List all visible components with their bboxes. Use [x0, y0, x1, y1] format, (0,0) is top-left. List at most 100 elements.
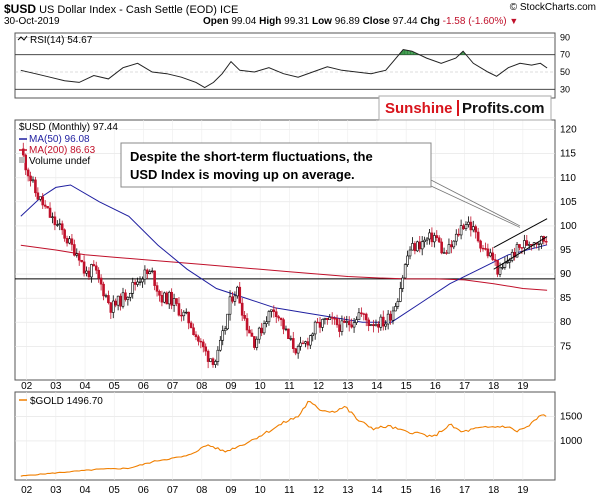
gold-x-tick-label: 13 — [342, 485, 354, 496]
candle-body — [484, 248, 487, 250]
candle-body — [345, 321, 349, 323]
candle-body — [143, 269, 147, 280]
candle-body — [501, 267, 504, 269]
candle-body — [270, 309, 273, 312]
candle-body — [53, 216, 57, 226]
rsi-legend-icon — [17, 35, 28, 41]
candle-body — [214, 361, 217, 365]
price-x-tick-label: 10 — [255, 381, 267, 392]
candle-body — [31, 179, 35, 182]
brand-logo: Sunshine Profits.com — [378, 95, 552, 121]
candle-body — [369, 324, 373, 327]
open-label: Open — [203, 16, 229, 27]
candle-body — [289, 338, 293, 340]
price-x-tick-label: 16 — [430, 381, 442, 392]
candle-body — [537, 243, 541, 245]
ma200-legend-label: MA(200) 86.63 — [29, 145, 96, 156]
chg-label: Chg — [420, 16, 440, 27]
candle-body — [170, 291, 173, 306]
candle-body — [503, 262, 507, 268]
candle-body — [238, 286, 242, 304]
low-label: Low — [311, 16, 332, 27]
candle-body — [38, 196, 42, 200]
candle-body — [435, 235, 439, 239]
candle-body — [357, 312, 361, 320]
candle-body — [330, 316, 334, 319]
candle-body — [506, 261, 509, 264]
price-tick-label: 110 — [560, 173, 576, 184]
candle-body — [530, 244, 533, 246]
candle-body — [481, 247, 485, 250]
rsi-tick-label: 70 — [560, 50, 570, 60]
candle-body — [68, 238, 71, 244]
candle-body — [133, 282, 137, 285]
candle-body — [109, 302, 113, 313]
symbol: $USD — [4, 2, 37, 16]
candle-body — [155, 285, 159, 292]
candle-body — [99, 277, 103, 285]
candle-body — [80, 259, 83, 263]
candle-body — [184, 311, 188, 314]
gold-panel — [14, 391, 556, 481]
candle-body — [21, 148, 25, 156]
candle-body — [245, 318, 249, 331]
candle-body — [46, 206, 49, 209]
candle-body — [43, 204, 47, 207]
candle-body — [299, 342, 302, 347]
candle-body — [111, 300, 115, 313]
candle-body — [48, 207, 52, 218]
candle-body — [267, 311, 271, 323]
gold-tick-label: 1500 — [560, 411, 583, 422]
candle-body — [452, 240, 456, 248]
price-x-tick-label: 04 — [79, 381, 91, 392]
gold-x-tick-label: 12 — [313, 485, 325, 496]
chart-title: $USD US Dollar Index - Cash Settle (EOD)… — [4, 2, 238, 16]
candle-body — [73, 244, 76, 256]
close-label: Close — [362, 16, 390, 27]
candle-body — [308, 335, 312, 346]
candle-body — [316, 321, 319, 324]
candle-body — [416, 241, 419, 252]
candle-body — [374, 323, 378, 327]
gold-x-tick-label: 19 — [517, 485, 529, 496]
annotation-line-2: USD Index is moving up on average. — [130, 167, 355, 182]
candle-body — [204, 346, 208, 352]
gold-x-tick-label: 02 — [21, 485, 33, 496]
ma50-legend-label: MA(50) 96.08 — [29, 134, 90, 145]
gold-legend: $GOLD 1496.70 — [19, 396, 103, 407]
price-tick-label: 75 — [560, 341, 572, 352]
annotation-callout: Despite the short-term fluctuations, the… — [120, 142, 432, 188]
candle-body — [360, 312, 363, 315]
candle-body — [87, 270, 91, 278]
candle-body — [56, 224, 59, 226]
rsi-legend: RSI(14) 54.67 — [17, 35, 93, 46]
candle-body — [523, 240, 526, 249]
gold-x-tick-label: 10 — [255, 485, 267, 496]
gold-x-tick-label: 08 — [196, 485, 208, 496]
candle-body — [104, 295, 108, 297]
price-tick-label: 105 — [560, 197, 577, 208]
candle-body — [29, 175, 32, 182]
candle-body — [323, 317, 327, 320]
candle-body — [51, 216, 54, 218]
instrument-name: US Dollar Index - Cash Settle (EOD) ICE — [39, 4, 239, 16]
candle-body — [391, 310, 395, 321]
candle-body — [321, 319, 324, 328]
gold-x-tick-label: 05 — [109, 485, 121, 496]
candle-body — [403, 264, 407, 279]
ohlc-readout: Open 99.04 High 99.31 Low 96.89 Close 97… — [203, 16, 518, 27]
gold-x-tick-label: 15 — [401, 485, 413, 496]
candle-body — [192, 327, 195, 335]
candle-body — [131, 282, 135, 294]
candle-body — [379, 316, 383, 328]
candle-body — [243, 315, 246, 319]
candle-body — [218, 339, 222, 351]
candle-body — [163, 292, 166, 303]
brand-profits: Profits.com — [462, 100, 545, 117]
gold-x-tick-label: 18 — [488, 485, 500, 496]
candle-body — [282, 319, 285, 330]
candle-body — [294, 348, 298, 354]
candle-body — [260, 327, 263, 334]
price-x-tick-label: 02 — [21, 381, 33, 392]
candle-body — [250, 332, 254, 337]
